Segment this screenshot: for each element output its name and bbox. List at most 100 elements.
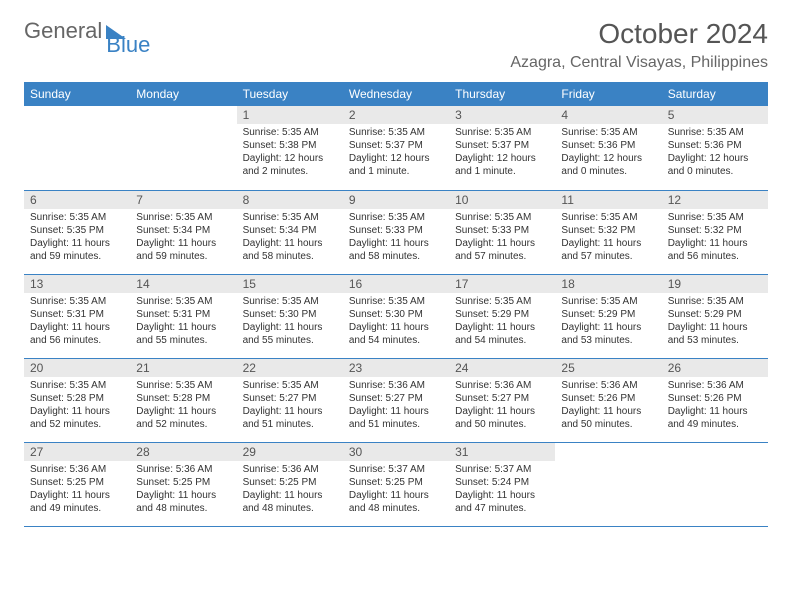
calendar-cell: 17Sunrise: 5:35 AMSunset: 5:29 PMDayligh… [449,274,555,358]
brand-logo: General Blue [24,18,150,44]
day-number: 31 [449,443,555,461]
weekday-header: Friday [555,82,661,106]
day-number: 4 [555,106,661,124]
calendar-cell: 18Sunrise: 5:35 AMSunset: 5:29 PMDayligh… [555,274,661,358]
day-details: Sunrise: 5:35 AMSunset: 5:28 PMDaylight:… [130,377,236,435]
day-details: Sunrise: 5:35 AMSunset: 5:33 PMDaylight:… [343,209,449,267]
day-number: 20 [24,359,130,377]
brand-part2: Blue [106,32,150,58]
day-details: Sunrise: 5:35 AMSunset: 5:28 PMDaylight:… [24,377,130,435]
day-details: Sunrise: 5:36 AMSunset: 5:25 PMDaylight:… [130,461,236,519]
day-details: Sunrise: 5:35 AMSunset: 5:36 PMDaylight:… [662,124,768,182]
day-details: Sunrise: 5:35 AMSunset: 5:36 PMDaylight:… [555,124,661,182]
calendar-cell: 26Sunrise: 5:36 AMSunset: 5:26 PMDayligh… [662,358,768,442]
day-details: Sunrise: 5:35 AMSunset: 5:31 PMDaylight:… [24,293,130,351]
calendar-cell [662,442,768,526]
day-number: 25 [555,359,661,377]
calendar-cell: 14Sunrise: 5:35 AMSunset: 5:31 PMDayligh… [130,274,236,358]
calendar-cell: 27Sunrise: 5:36 AMSunset: 5:25 PMDayligh… [24,442,130,526]
day-number: 29 [237,443,343,461]
day-number: 9 [343,191,449,209]
day-number: 14 [130,275,236,293]
day-number: 12 [662,191,768,209]
day-number: 3 [449,106,555,124]
day-number: 22 [237,359,343,377]
day-number: 23 [343,359,449,377]
day-details: Sunrise: 5:35 AMSunset: 5:32 PMDaylight:… [662,209,768,267]
day-number: 6 [24,191,130,209]
day-details: Sunrise: 5:35 AMSunset: 5:37 PMDaylight:… [343,124,449,182]
day-number: 21 [130,359,236,377]
day-details: Sunrise: 5:35 AMSunset: 5:30 PMDaylight:… [343,293,449,351]
calendar-cell: 8Sunrise: 5:35 AMSunset: 5:34 PMDaylight… [237,190,343,274]
day-number: 15 [237,275,343,293]
day-details: Sunrise: 5:36 AMSunset: 5:26 PMDaylight:… [662,377,768,435]
day-details: Sunrise: 5:36 AMSunset: 5:27 PMDaylight:… [343,377,449,435]
calendar-cell: 22Sunrise: 5:35 AMSunset: 5:27 PMDayligh… [237,358,343,442]
day-details: Sunrise: 5:35 AMSunset: 5:32 PMDaylight:… [555,209,661,267]
day-number: 17 [449,275,555,293]
calendar-row: 27Sunrise: 5:36 AMSunset: 5:25 PMDayligh… [24,442,768,526]
day-number: 7 [130,191,236,209]
page-title: October 2024 [598,18,768,50]
calendar-cell: 2Sunrise: 5:35 AMSunset: 5:37 PMDaylight… [343,106,449,190]
calendar-row: 1Sunrise: 5:35 AMSunset: 5:38 PMDaylight… [24,106,768,190]
weekday-header: Sunday [24,82,130,106]
calendar-row: 20Sunrise: 5:35 AMSunset: 5:28 PMDayligh… [24,358,768,442]
day-details: Sunrise: 5:35 AMSunset: 5:38 PMDaylight:… [237,124,343,182]
calendar-cell [130,106,236,190]
calendar-cell: 23Sunrise: 5:36 AMSunset: 5:27 PMDayligh… [343,358,449,442]
day-details: Sunrise: 5:35 AMSunset: 5:35 PMDaylight:… [24,209,130,267]
calendar-cell: 25Sunrise: 5:36 AMSunset: 5:26 PMDayligh… [555,358,661,442]
calendar-table: Sunday Monday Tuesday Wednesday Thursday… [24,82,768,527]
calendar-cell: 21Sunrise: 5:35 AMSunset: 5:28 PMDayligh… [130,358,236,442]
weekday-header: Wednesday [343,82,449,106]
calendar-cell: 19Sunrise: 5:35 AMSunset: 5:29 PMDayligh… [662,274,768,358]
calendar-cell: 12Sunrise: 5:35 AMSunset: 5:32 PMDayligh… [662,190,768,274]
day-details: Sunrise: 5:36 AMSunset: 5:25 PMDaylight:… [24,461,130,519]
weekday-header: Tuesday [237,82,343,106]
calendar-row: 13Sunrise: 5:35 AMSunset: 5:31 PMDayligh… [24,274,768,358]
weekday-header: Thursday [449,82,555,106]
calendar-cell: 7Sunrise: 5:35 AMSunset: 5:34 PMDaylight… [130,190,236,274]
day-details: Sunrise: 5:35 AMSunset: 5:27 PMDaylight:… [237,377,343,435]
day-details: Sunrise: 5:35 AMSunset: 5:29 PMDaylight:… [555,293,661,351]
day-details: Sunrise: 5:35 AMSunset: 5:34 PMDaylight:… [237,209,343,267]
day-details: Sunrise: 5:35 AMSunset: 5:29 PMDaylight:… [449,293,555,351]
calendar-cell: 29Sunrise: 5:36 AMSunset: 5:25 PMDayligh… [237,442,343,526]
day-number: 8 [237,191,343,209]
day-number: 18 [555,275,661,293]
day-number: 26 [662,359,768,377]
brand-part1: General [24,18,102,44]
weekday-header-row: Sunday Monday Tuesday Wednesday Thursday… [24,82,768,106]
day-number: 13 [24,275,130,293]
day-number: 24 [449,359,555,377]
calendar-cell [555,442,661,526]
calendar-cell [24,106,130,190]
calendar-cell: 30Sunrise: 5:37 AMSunset: 5:25 PMDayligh… [343,442,449,526]
calendar-cell: 15Sunrise: 5:35 AMSunset: 5:30 PMDayligh… [237,274,343,358]
day-details: Sunrise: 5:35 AMSunset: 5:33 PMDaylight:… [449,209,555,267]
calendar-cell: 20Sunrise: 5:35 AMSunset: 5:28 PMDayligh… [24,358,130,442]
day-details: Sunrise: 5:36 AMSunset: 5:26 PMDaylight:… [555,377,661,435]
day-details: Sunrise: 5:35 AMSunset: 5:34 PMDaylight:… [130,209,236,267]
day-details: Sunrise: 5:35 AMSunset: 5:30 PMDaylight:… [237,293,343,351]
day-details: Sunrise: 5:36 AMSunset: 5:27 PMDaylight:… [449,377,555,435]
day-number: 30 [343,443,449,461]
day-details: Sunrise: 5:35 AMSunset: 5:37 PMDaylight:… [449,124,555,182]
day-number: 19 [662,275,768,293]
calendar-cell: 28Sunrise: 5:36 AMSunset: 5:25 PMDayligh… [130,442,236,526]
weekday-header: Saturday [662,82,768,106]
calendar-cell: 31Sunrise: 5:37 AMSunset: 5:24 PMDayligh… [449,442,555,526]
day-number: 1 [237,106,343,124]
day-number: 16 [343,275,449,293]
day-number: 2 [343,106,449,124]
calendar-cell: 16Sunrise: 5:35 AMSunset: 5:30 PMDayligh… [343,274,449,358]
day-number: 11 [555,191,661,209]
day-details: Sunrise: 5:35 AMSunset: 5:29 PMDaylight:… [662,293,768,351]
day-details: Sunrise: 5:37 AMSunset: 5:25 PMDaylight:… [343,461,449,519]
day-details: Sunrise: 5:36 AMSunset: 5:25 PMDaylight:… [237,461,343,519]
calendar-row: 6Sunrise: 5:35 AMSunset: 5:35 PMDaylight… [24,190,768,274]
calendar-cell: 9Sunrise: 5:35 AMSunset: 5:33 PMDaylight… [343,190,449,274]
calendar-cell: 13Sunrise: 5:35 AMSunset: 5:31 PMDayligh… [24,274,130,358]
